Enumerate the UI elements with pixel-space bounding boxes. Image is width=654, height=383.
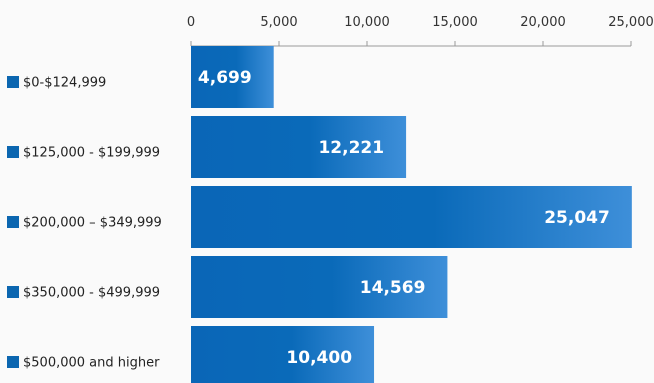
legend-square-marker xyxy=(7,286,19,298)
x-tick-label: 25,000 xyxy=(608,15,654,30)
x-tick-label: 5,000 xyxy=(260,15,297,30)
data-label: 12,221 xyxy=(318,138,384,158)
legend-square-marker xyxy=(7,146,19,158)
bar xyxy=(191,46,274,108)
bar xyxy=(191,326,375,383)
x-tick-label: 10,000 xyxy=(344,15,390,30)
legend-square-marker xyxy=(7,216,19,228)
x-tick-label: 0 xyxy=(187,15,195,30)
bar xyxy=(191,186,632,248)
legend-square-marker xyxy=(7,356,19,368)
legend-square-marker xyxy=(7,76,19,88)
category-label: $350,000 - $499,999 xyxy=(23,286,160,301)
data-label: 14,569 xyxy=(360,278,426,298)
bar xyxy=(191,116,407,178)
category-label: $0-$124,999 xyxy=(23,76,106,91)
bar xyxy=(191,256,448,318)
category-label: $125,000 - $199,999 xyxy=(23,146,160,161)
category-label: $200,000 – $349,999 xyxy=(23,216,162,231)
bars: 4,699 12,221 25,047 14,569 10,400 xyxy=(191,46,632,383)
category-label: $500,000 and higher xyxy=(23,356,160,371)
x-axis: 0 5,000 10,000 15,000 20,000 25,000 xyxy=(187,15,654,47)
x-tick-label: 20,000 xyxy=(520,15,566,30)
data-label: 25,047 xyxy=(544,208,610,228)
category-labels: $0-$124,999 $125,000 - $199,999 $200,000 –… xyxy=(7,76,162,371)
x-tick-label: 15,000 xyxy=(432,15,478,30)
data-label: 4,699 xyxy=(198,68,252,88)
data-label: 10,400 xyxy=(286,348,352,368)
